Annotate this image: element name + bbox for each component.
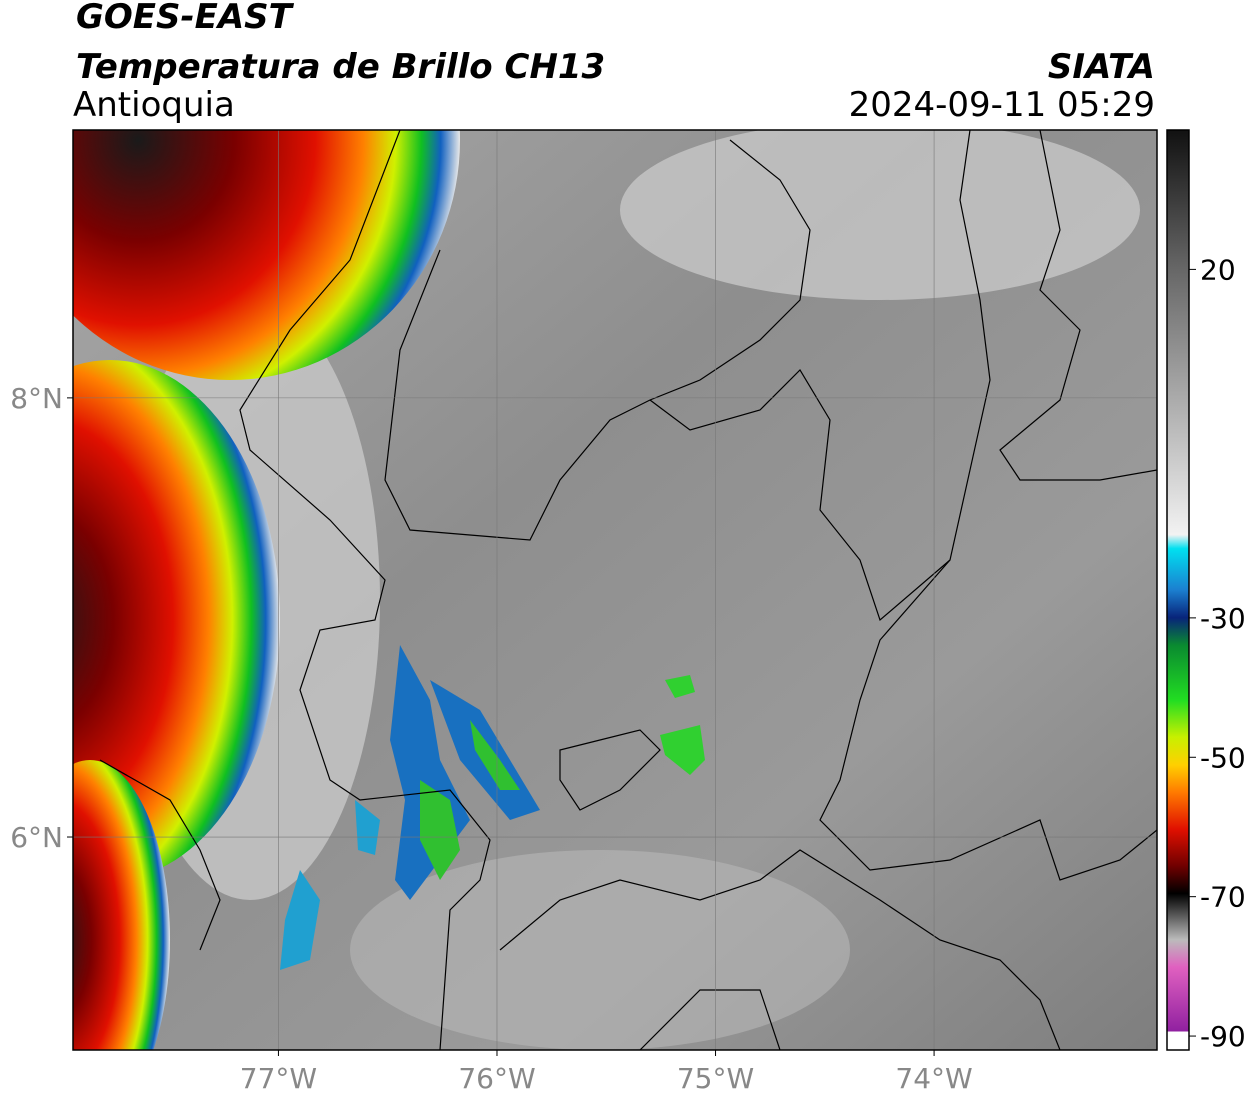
- title: GOES-EAST: [76, 0, 295, 37]
- region: Antioquia: [73, 85, 235, 125]
- lon-tick-label: 75°W: [677, 1062, 754, 1095]
- colorbar-tick-label: -50: [1200, 741, 1246, 774]
- graticule: [73, 130, 1157, 1050]
- lon-tick-label: 76°W: [458, 1062, 535, 1095]
- colorbar: [1166, 129, 1190, 1051]
- lon-tick-label: 77°W: [240, 1062, 317, 1095]
- imagery: [73, 130, 1157, 1050]
- colorbar-tick-label: -90: [1200, 1020, 1246, 1053]
- colorbar-tick-label: 20: [1200, 253, 1236, 286]
- lon-tick-label: 74°W: [895, 1062, 972, 1095]
- lat-tick-label: 8°N: [10, 382, 63, 415]
- colorbar-tick-label: -30: [1200, 602, 1246, 635]
- agency: SIATA: [1048, 47, 1155, 87]
- title: Temperatura de Brillo CH13: [76, 47, 605, 87]
- lat-tick-label: 6°N: [10, 821, 63, 854]
- timestamp: 2024-09-11 05:29: [849, 85, 1155, 125]
- map-frame: [72, 129, 1158, 1051]
- colorbar-tick-label: -70: [1200, 881, 1246, 914]
